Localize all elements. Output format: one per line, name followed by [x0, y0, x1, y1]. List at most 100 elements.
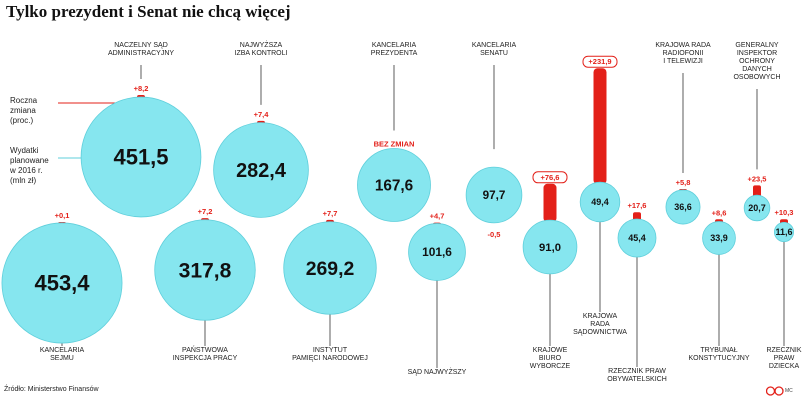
spending-value: 453,4: [34, 271, 90, 296]
change-value: +7,2: [198, 207, 213, 216]
change-badge: [532, 171, 568, 184]
change-value: +7,7: [323, 209, 338, 218]
institution-label: RADA: [590, 321, 610, 328]
change-value: +8,6: [712, 208, 727, 217]
spending-bubble: [522, 219, 578, 275]
institution-label: KRAJOWA RADA: [655, 42, 711, 49]
legend-spend-line: w 2016 r.: [10, 166, 43, 175]
spending-bubble: [283, 221, 377, 315]
institution-label: BIURO: [539, 355, 562, 362]
institution-label: RADIOFONII: [663, 50, 704, 57]
spending-value: 167,6: [375, 177, 413, 194]
institution-label: GENERALNY: [735, 42, 779, 49]
spending-bubble: [465, 166, 523, 224]
institution-label: KRAJOWE: [533, 347, 568, 354]
spending-value: 282,4: [236, 160, 286, 182]
institution-label: KRAJOWA: [583, 313, 618, 320]
institution-label: IZBA KONTROLI: [235, 50, 288, 57]
spending-value: 101,6: [422, 245, 452, 259]
spending-bubble: [213, 122, 309, 218]
spending-bubble: [1, 222, 123, 344]
institution-label: KANCELARIA: [372, 42, 417, 49]
spending-value: 36,6: [674, 202, 692, 212]
institution-label: ADMINISTRACYJNY: [108, 50, 174, 57]
institution-label: PAŃSTWOWA: [182, 345, 228, 354]
change-bar: [543, 183, 557, 223]
legend-change-label: Roczna zmiana (proc.): [10, 96, 37, 126]
spending-bubble: [702, 221, 736, 255]
legend-spend-line: planowane: [10, 156, 49, 165]
institution-label: NACZELNY SĄD: [114, 42, 168, 49]
institution-label: INSPEKTOR: [737, 50, 777, 57]
institution-label: SĄD NAJWYŻSZY: [408, 367, 467, 376]
institution-label: RZECZNIK: [767, 347, 802, 354]
institution-label: OSOBOWYCH: [733, 74, 780, 81]
institution-label: I TELEWIZJI: [663, 58, 703, 65]
legend-spend-label: Wydatki planowane w 2016 r. (mln zł): [10, 146, 49, 186]
institution-label: NAJWYŻSZA: [240, 40, 283, 49]
spending-bubble: [408, 223, 466, 281]
institution-label: DANYCH: [742, 66, 772, 73]
spending-bubble: [773, 221, 795, 243]
spending-value: 269,2: [306, 258, 355, 280]
institution-label: PREZYDENTA: [371, 50, 418, 57]
institution-label: RZECZNIK PRAW: [608, 368, 666, 375]
spending-value: 451,5: [113, 145, 168, 170]
spending-value: 20,7: [748, 203, 766, 213]
legend-spend-line: Wydatki: [10, 146, 39, 155]
spending-value: 11,6: [775, 227, 792, 237]
change-value: +8,2: [134, 84, 149, 93]
change-value: +7,4: [254, 110, 270, 119]
legend-spend-line: (mln zł): [10, 176, 37, 185]
spending-bubble: [80, 96, 202, 218]
change-value: +231,9: [588, 57, 611, 66]
spending-bubble: [357, 148, 431, 222]
source-note: Źródło: Ministerstwo Finansów: [4, 386, 99, 393]
change-bar: [753, 185, 761, 198]
legend-change-line: Roczna: [10, 96, 38, 105]
spending-value: 45,4: [628, 233, 646, 243]
institution-label: KANCELARIA: [472, 42, 517, 49]
spending-value: 49,4: [591, 197, 609, 207]
change-value: +17,6: [628, 201, 647, 210]
institution-label: SĄDOWNICTWA: [573, 329, 627, 336]
institution-label: SEJMU: [50, 355, 74, 362]
institution-label: WYBORCZE: [530, 363, 571, 370]
institution-label: KANCELARIA: [40, 347, 85, 354]
institution-label: TRYBUNAŁ: [700, 347, 737, 354]
spending-bubble: [579, 181, 621, 223]
institution-label: OBYWATELSKICH: [607, 376, 667, 383]
spending-value: 97,7: [483, 189, 506, 202]
change-value: +4,7: [430, 212, 445, 221]
institution-label: INSTYTUT: [313, 347, 348, 354]
institution-label: KONSTYTUCYJNY: [688, 355, 749, 362]
spending-value: 33,9: [710, 233, 728, 243]
spending-bubble: [743, 194, 771, 222]
change-badge: [582, 55, 618, 68]
chart-title: Tylko prezydent i Senat nie chcą więcej: [6, 2, 291, 21]
change-value: +10,3: [775, 208, 794, 217]
institution-label: DZIECKA: [769, 363, 800, 370]
spending-bubble: [154, 219, 256, 321]
institution-label: PRAW: [774, 355, 795, 362]
legend-change-line: (proc.): [10, 116, 34, 125]
change-value: BEZ ZMIAN: [374, 139, 415, 148]
institution-label: INSPEKCJA PRACY: [173, 355, 238, 362]
spending-bubble: [665, 189, 701, 225]
change-value: +0,1: [55, 211, 70, 220]
institution-label: OCHRONY: [739, 58, 775, 65]
change-bar: [593, 68, 607, 185]
change-value: +5,8: [676, 178, 691, 187]
change-value: -0,5: [488, 230, 501, 239]
institution-label: SENATU: [480, 50, 508, 57]
spending-value: 317,8: [179, 259, 232, 282]
publisher-logo-icon: [766, 386, 784, 396]
institution-label: PAMIĘCI NARODOWEJ: [292, 355, 368, 362]
author-credit: MC: [785, 388, 793, 394]
change-value: +76,6: [541, 173, 560, 182]
spending-value: 91,0: [539, 242, 561, 254]
spending-bubble: [617, 218, 657, 258]
legend-change-line: zmiana: [10, 106, 36, 115]
change-value: +23,5: [748, 174, 767, 183]
